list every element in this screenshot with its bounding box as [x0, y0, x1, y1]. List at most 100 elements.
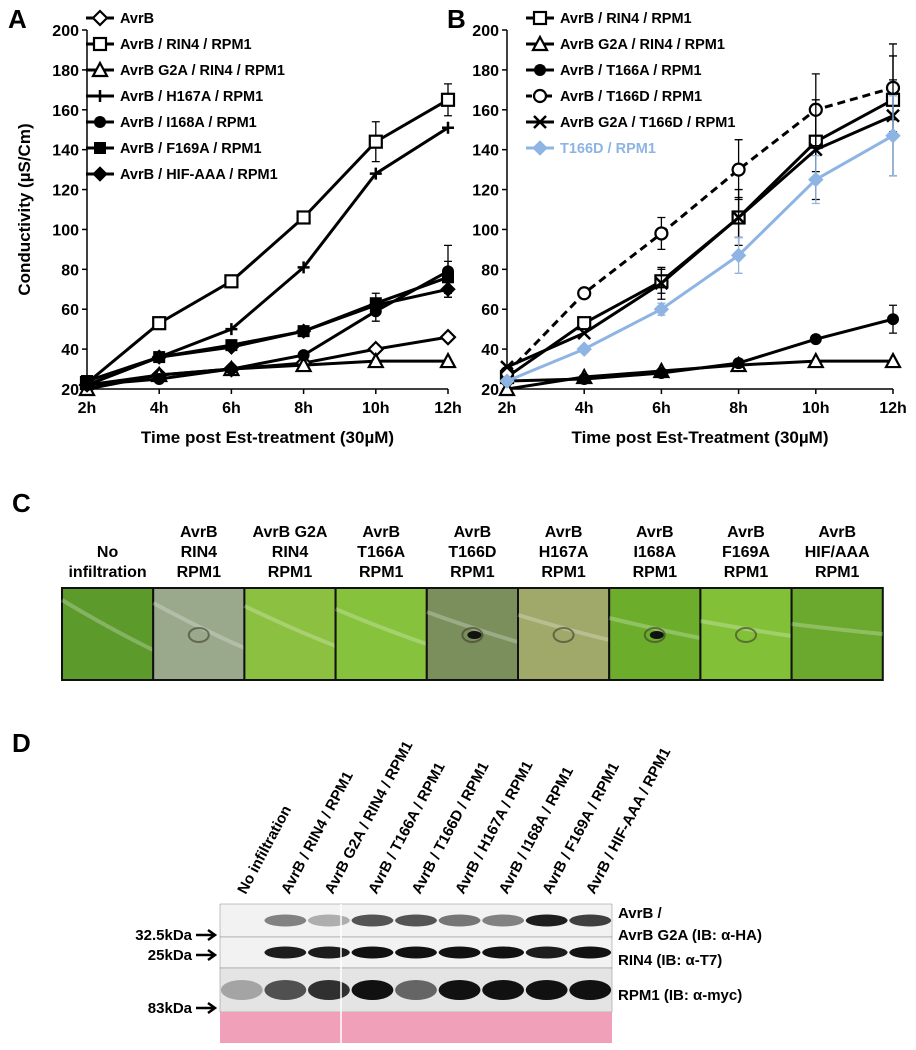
- series-line: [86, 287, 449, 387]
- blot-label: RPM1 (IB: α-myc): [618, 987, 742, 1004]
- leaf-photo: [517, 587, 611, 681]
- marker: [732, 357, 745, 370]
- leaf-vein: [243, 604, 337, 648]
- marker: [806, 351, 825, 369]
- marker: [730, 247, 747, 264]
- marker: [653, 301, 670, 317]
- column-label: AvrB G2A: [253, 524, 328, 541]
- marker: [442, 271, 454, 284]
- y-tick-label: 80: [481, 262, 499, 279]
- panel-label: A: [8, 4, 27, 34]
- column-label: AvrB: [545, 524, 583, 541]
- marker: [91, 9, 109, 27]
- marker-arrow: [196, 928, 218, 942]
- marker: [500, 360, 514, 374]
- blot-band: [395, 914, 437, 927]
- column-label: AvrB: [454, 524, 492, 541]
- y-tick-label: 20: [61, 382, 79, 399]
- marker: [533, 115, 547, 129]
- series-line: [86, 359, 448, 391]
- blot-band: [569, 914, 612, 927]
- marker: [297, 349, 310, 362]
- x-tick-label: 12h: [434, 400, 462, 417]
- series-line: [506, 114, 894, 369]
- panel-label: B: [447, 4, 466, 34]
- blot-band: [569, 946, 612, 959]
- x-tick-label: 2h: [78, 400, 97, 417]
- legend-label: AvrB G2A / RIN4 / RPM1: [120, 63, 285, 79]
- legend-label: AvrB / T166D / RPM1: [560, 89, 702, 105]
- legend-label: AvrB / RIN4 / RPM1: [560, 11, 692, 27]
- y-tick-label: 40: [481, 342, 499, 359]
- legend-label: AvrB G2A / T166D / RPM1: [560, 115, 735, 131]
- blot-band: [307, 980, 350, 1000]
- lesion: [187, 627, 210, 643]
- marker-label: 25kDa: [148, 947, 193, 964]
- column-label: H167A: [539, 544, 589, 561]
- y-tick-label: 20: [481, 382, 499, 399]
- column-label: AvrB: [727, 524, 765, 541]
- marker: [887, 313, 899, 326]
- marker: [368, 297, 384, 313]
- column-label: RPM1: [815, 564, 860, 581]
- blot-band: [395, 946, 437, 959]
- marker: [224, 274, 239, 289]
- leaf-photo: [608, 587, 702, 681]
- marker: [884, 351, 902, 369]
- y-tick-label: 180: [52, 63, 79, 80]
- y-tick-label: 80: [61, 262, 79, 279]
- legend-label: AvrB / I168A / RPM1: [120, 115, 257, 131]
- y-axis-title: Conductivity (µS/Cm): [15, 123, 34, 295]
- marker: [369, 167, 382, 180]
- marker: [885, 127, 901, 144]
- y-tick-label: 100: [52, 222, 79, 239]
- legend-label: AvrB / F169A / RPM1: [120, 141, 262, 157]
- blot-band: [438, 946, 481, 959]
- column-label: RPM1: [450, 564, 495, 581]
- blot-band: [525, 980, 568, 1000]
- leaf-vein: [60, 598, 155, 652]
- blot-band: [569, 980, 612, 1000]
- y-tick-label: 160: [472, 103, 499, 120]
- column-label: T166D: [448, 544, 496, 561]
- y-tick-label: 60: [61, 302, 79, 319]
- series-line: [506, 317, 894, 383]
- x-tick-label: 4h: [575, 400, 594, 417]
- blot-band: [307, 946, 350, 959]
- marker: [577, 326, 592, 341]
- x-tick-label: 8h: [294, 400, 313, 417]
- marker: [294, 355, 313, 373]
- y-tick-label: 100: [472, 222, 499, 239]
- legend-label: AvrB G2A / RIN4 / RPM1: [560, 37, 725, 53]
- column-label: AvrB: [636, 524, 674, 541]
- marker: [94, 116, 106, 128]
- marker: [92, 36, 108, 52]
- blot-band: [264, 946, 307, 959]
- marker: [532, 140, 548, 156]
- panel-label: D: [12, 728, 31, 758]
- blot-band: [307, 914, 350, 927]
- blot-band: [264, 914, 307, 927]
- blot-band: [395, 980, 437, 1000]
- y-tick-label: 200: [52, 23, 79, 40]
- marker: [94, 142, 106, 154]
- blot-band: [351, 946, 394, 959]
- column-label: infiltration: [68, 564, 146, 581]
- blot-band: [351, 980, 394, 1000]
- marker: [440, 92, 456, 107]
- legend-label: AvrB / RIN4 / RPM1: [120, 37, 252, 53]
- blot-band: [438, 980, 481, 1000]
- marker: [296, 210, 311, 225]
- blot-label: RIN4 (IB: α-T7): [618, 952, 722, 969]
- y-tick-label: 140: [52, 143, 79, 160]
- marker: [731, 210, 746, 225]
- x-axis-title: Time post Est-Treatment (30µM): [572, 428, 829, 447]
- series-line: [86, 270, 449, 387]
- marker: [92, 166, 108, 182]
- lesion: [461, 627, 484, 643]
- marker: [366, 351, 385, 369]
- column-label: I168A: [633, 544, 676, 561]
- blot-band: [264, 980, 307, 1000]
